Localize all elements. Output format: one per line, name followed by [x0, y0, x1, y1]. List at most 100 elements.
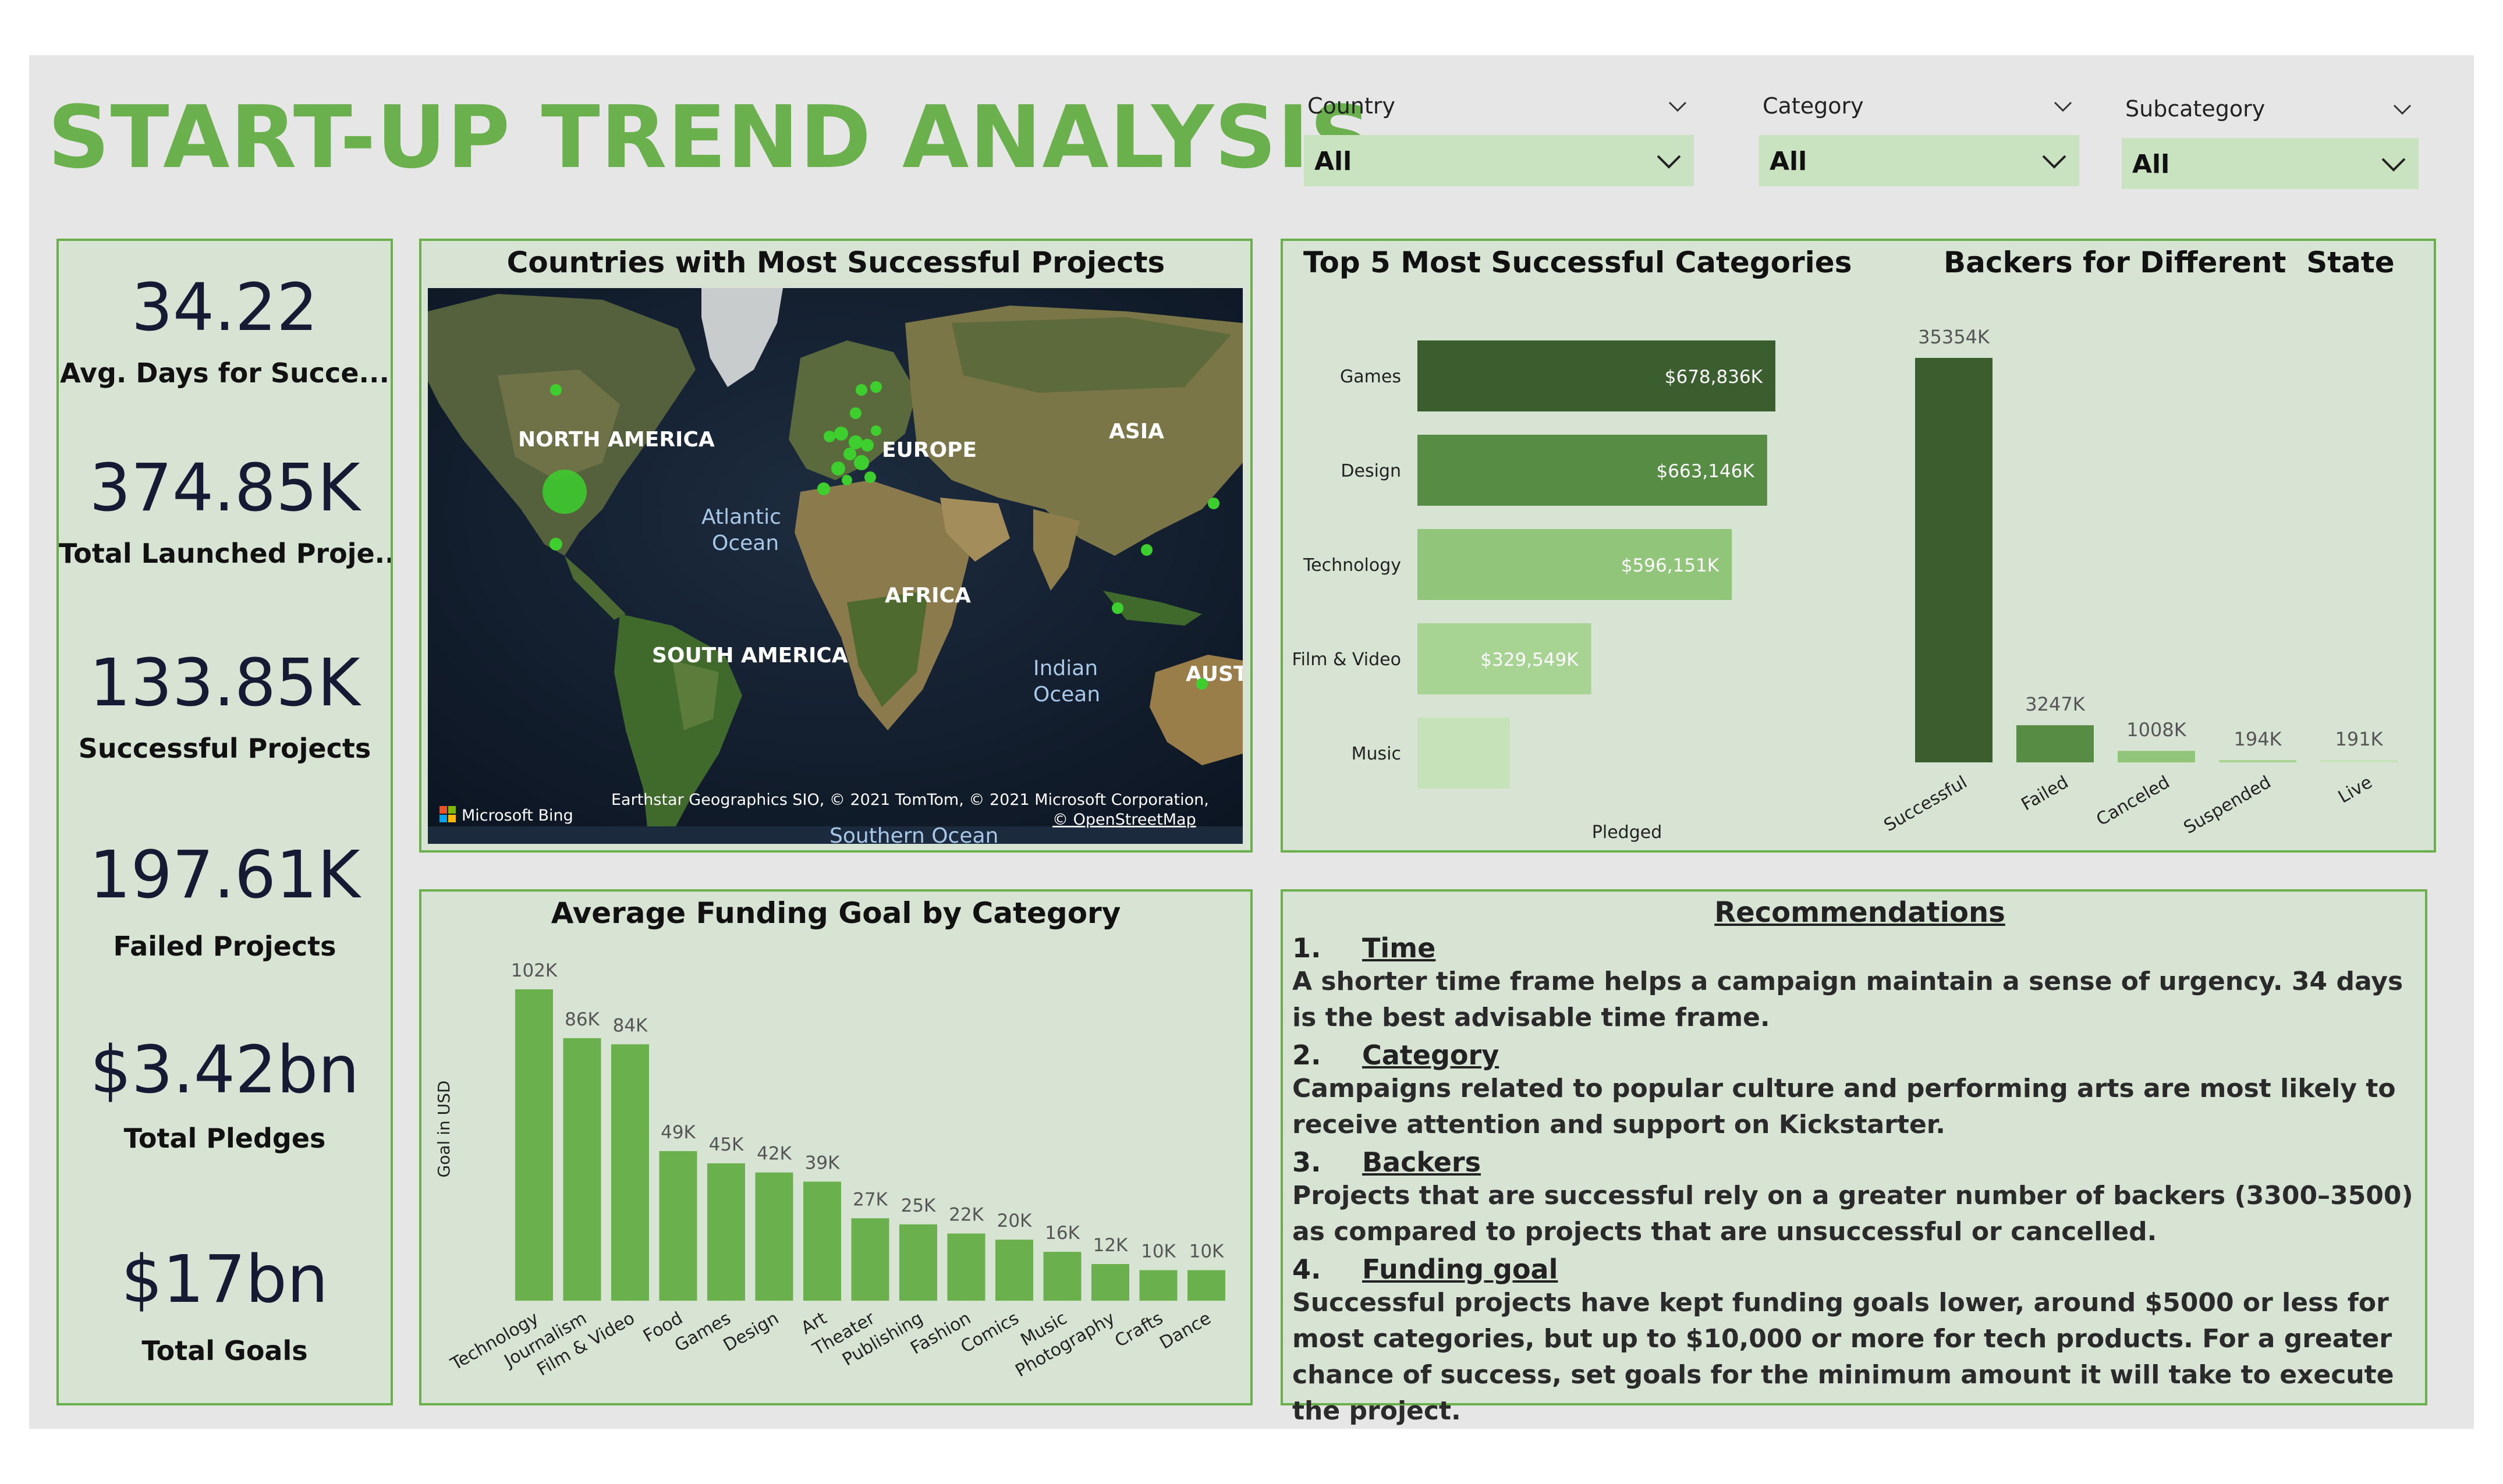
map-point[interactable]: [831, 461, 845, 475]
bar[interactable]: [1417, 623, 1591, 694]
category-dropdown[interactable]: All: [1759, 135, 2079, 186]
country-dropdown[interactable]: All: [1304, 135, 1694, 186]
map-point[interactable]: [871, 425, 881, 436]
chevron-down-icon[interactable]: [1666, 94, 1689, 118]
map-point[interactable]: [1196, 678, 1208, 690]
map-point[interactable]: [856, 384, 867, 396]
data-label: 35354K: [1918, 326, 1990, 348]
map-point[interactable]: [824, 431, 835, 442]
bar[interactable]: [1139, 1270, 1178, 1301]
bar[interactable]: [995, 1240, 1033, 1301]
map-osm-link[interactable]: © OpenStreetMap: [1052, 811, 1196, 829]
bar[interactable]: [1417, 718, 1510, 789]
bar[interactable]: [611, 1044, 649, 1301]
map-point[interactable]: [817, 482, 830, 495]
x-axis-label: Pledged: [1592, 822, 1662, 843]
map-point[interactable]: [861, 439, 874, 452]
chevron-down-icon[interactable]: [2379, 150, 2408, 179]
rec-num: 2.: [1292, 1039, 1321, 1071]
data-label: 84K: [613, 1015, 648, 1036]
microsoft-logo-icon: [439, 806, 456, 822]
kpi-total-goals-label: Total Goals: [141, 1335, 308, 1366]
map-point[interactable]: [864, 471, 876, 483]
bar[interactable]: [2320, 760, 2398, 762]
category-label: Film & Video: [1292, 649, 1402, 670]
map-point[interactable]: [850, 407, 861, 419]
bar[interactable]: [515, 989, 553, 1301]
chevron-down-icon[interactable]: [1654, 147, 1683, 176]
world-map[interactable]: NORTH AMERICA EUROPE ASIA Atlantic Ocean…: [428, 288, 1243, 844]
top5-chart[interactable]: Games $678,836K Design $663,146K Technology $…: [1286, 303, 1828, 847]
category-slicer[interactable]: Category All: [1759, 93, 2079, 186]
data-label: 27K: [853, 1189, 888, 1210]
map-point[interactable]: [543, 470, 587, 514]
map-point[interactable]: [870, 381, 882, 393]
rec-text: Projects that are successful rely on a g…: [1292, 1181, 2413, 1247]
bar[interactable]: [1915, 358, 1993, 762]
subcategory-slicer[interactable]: Subcategory All: [2122, 96, 2419, 189]
bar[interactable]: [1417, 529, 1732, 600]
map-point[interactable]: [849, 435, 863, 449]
slicer-value: All: [1314, 147, 1352, 176]
bar[interactable]: [1417, 340, 1775, 411]
backers-title: Backers for Different State: [1944, 246, 2395, 279]
category-label: Live: [2335, 772, 2376, 808]
category-label: Canceled: [2093, 772, 2174, 830]
bar[interactable]: [899, 1224, 937, 1301]
bar[interactable]: [2118, 751, 2195, 762]
antarctica-band: [428, 826, 1243, 844]
kpi-successful-value: 133.85K: [89, 645, 360, 721]
bar[interactable]: [1187, 1270, 1225, 1301]
bar[interactable]: [1091, 1264, 1129, 1301]
chevron-down-icon[interactable]: [2040, 147, 2069, 176]
map-point[interactable]: [843, 448, 856, 460]
bar[interactable]: [1043, 1252, 1082, 1301]
india-shape: [1033, 509, 1080, 591]
rec-text: Successful projects have kept funding go…: [1292, 1288, 2394, 1426]
kpi-total-goals-value: $17bn: [121, 1242, 328, 1318]
bar[interactable]: [851, 1218, 889, 1301]
map-point[interactable]: [842, 475, 852, 485]
chevron-down-icon[interactable]: [2051, 94, 2075, 118]
bar[interactable]: [659, 1151, 697, 1301]
map-point[interactable]: [1112, 602, 1123, 614]
data-label: 16K: [1045, 1223, 1080, 1244]
recommendations-panel: [1281, 889, 2427, 1405]
bar[interactable]: [947, 1233, 985, 1301]
kpi-failed-value: 197.61K: [89, 837, 360, 913]
bar[interactable]: [2219, 760, 2296, 762]
map-point[interactable]: [1208, 498, 1219, 509]
category-label: Design: [720, 1308, 782, 1356]
category-label: Music: [1352, 744, 1401, 764]
map-point[interactable]: [834, 427, 848, 441]
north-america-detail: [498, 370, 620, 480]
bar[interactable]: [755, 1172, 793, 1301]
bar[interactable]: [563, 1038, 601, 1301]
data-label: 49K: [661, 1122, 696, 1143]
map-point[interactable]: [1141, 544, 1153, 556]
map-label-asia: ASIA: [1109, 420, 1164, 443]
kpi-failed-label: Failed Projects: [113, 931, 336, 962]
slicer-label: Category: [1763, 93, 1864, 119]
bar[interactable]: [803, 1181, 841, 1301]
map-label-australia: AUST: [1186, 662, 1243, 686]
data-label: 42K: [757, 1144, 792, 1165]
rec-text: Campaigns related to popular culture and…: [1292, 1074, 2396, 1139]
map-point[interactable]: [550, 384, 562, 396]
map-points[interactable]: [543, 381, 1219, 690]
rec-num: 3.: [1292, 1146, 1321, 1178]
recommendations-title: Recommendations: [1714, 896, 2005, 929]
country-slicer[interactable]: Country All: [1304, 93, 1694, 186]
map-point[interactable]: [549, 538, 562, 551]
kpi-panel: 34.22 Avg. Days for Succe... 374.85K Tot…: [56, 239, 393, 1405]
chevron-down-icon[interactable]: [2391, 97, 2414, 120]
category-label: Crafts: [1111, 1308, 1167, 1352]
bar[interactable]: [707, 1163, 745, 1301]
subcategory-dropdown[interactable]: All: [2122, 138, 2419, 189]
map-point[interactable]: [854, 455, 869, 470]
bar[interactable]: [2016, 725, 2094, 762]
map-label-europe: EUROPE: [882, 438, 977, 462]
backers-chart[interactable]: 35354K Successful 3247K Failed 1008K Canceled…: [1845, 303, 2433, 847]
bar[interactable]: [1417, 435, 1767, 506]
